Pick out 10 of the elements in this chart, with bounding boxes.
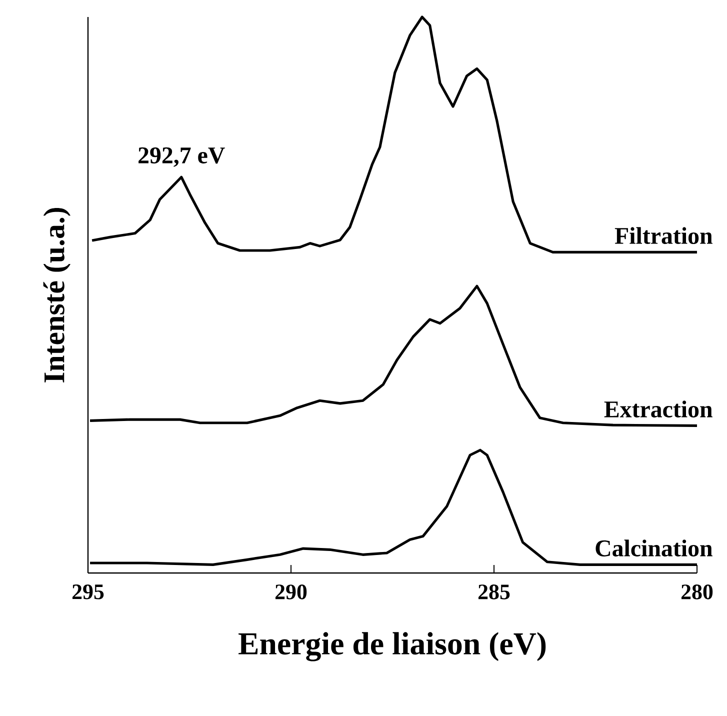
series-label: Extraction [604, 400, 712, 418]
annotation: 292,7 eV [138, 147, 225, 167]
x-tick-label: 295 [72, 584, 104, 600]
series-label: Calcination [596, 540, 712, 556]
y-axis-title: Intensté (u.a.) [43, 208, 70, 382]
x-tick-label: 290 [275, 584, 307, 600]
series-label: Filtration [614, 227, 712, 244]
x-tick-label: 285 [478, 584, 510, 600]
x-tick-label: 280 [681, 584, 713, 600]
x-axis-title: Energie de liaison (eV) [238, 632, 546, 662]
